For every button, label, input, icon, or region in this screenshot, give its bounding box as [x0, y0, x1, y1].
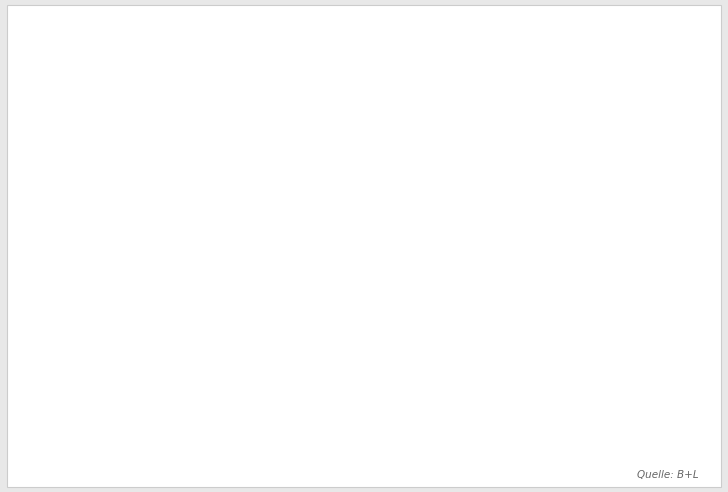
Text: 6,2%: 6,2%: [311, 375, 340, 385]
Bar: [396, 255, 705, 282]
Bar: [432, 144, 705, 170]
Bar: [381, 292, 705, 319]
Text: 93,8%: 93,8%: [502, 375, 541, 385]
Bar: [313, 106, 508, 133]
Text: 75,7%: 75,7%: [538, 226, 577, 236]
Text: 80,4%: 80,4%: [452, 40, 491, 50]
Bar: [313, 329, 346, 356]
Text: 28,7%: 28,7%: [350, 189, 389, 199]
Bar: [313, 181, 426, 208]
Text: Quelle: B+L: Quelle: B+L: [637, 470, 699, 480]
Bar: [313, 367, 338, 393]
Bar: [313, 144, 432, 170]
Bar: [408, 218, 705, 245]
Legend: Ja, Nein: Ja, Nein: [435, 434, 522, 447]
Bar: [629, 32, 705, 59]
Bar: [426, 181, 705, 208]
Text: 17,4%: 17,4%: [328, 301, 367, 310]
Text: 82,6%: 82,6%: [524, 301, 563, 310]
Text: 49,6%: 49,6%: [391, 115, 430, 124]
Text: 65,7%: 65,7%: [423, 77, 462, 88]
Bar: [338, 367, 705, 393]
Text: 50,4%: 50,4%: [587, 115, 626, 124]
Bar: [508, 106, 705, 133]
Bar: [313, 292, 381, 319]
Text: 8,3%: 8,3%: [314, 338, 345, 348]
Bar: [346, 329, 705, 356]
Text: 34,3%: 34,3%: [620, 77, 657, 88]
Text: 71,3%: 71,3%: [547, 189, 585, 199]
Text: 21,0%: 21,0%: [336, 263, 373, 274]
Text: 19,6%: 19,6%: [648, 40, 687, 50]
Bar: [313, 218, 408, 245]
Bar: [313, 255, 396, 282]
Text: 79,0%: 79,0%: [531, 263, 570, 274]
Bar: [571, 69, 705, 96]
Text: 30,1%: 30,1%: [353, 152, 392, 162]
Text: 69,9%: 69,9%: [549, 152, 588, 162]
Bar: [313, 69, 571, 96]
Text: 24,3%: 24,3%: [341, 226, 380, 236]
Text: 91,7%: 91,7%: [507, 338, 545, 348]
Bar: [313, 32, 629, 59]
